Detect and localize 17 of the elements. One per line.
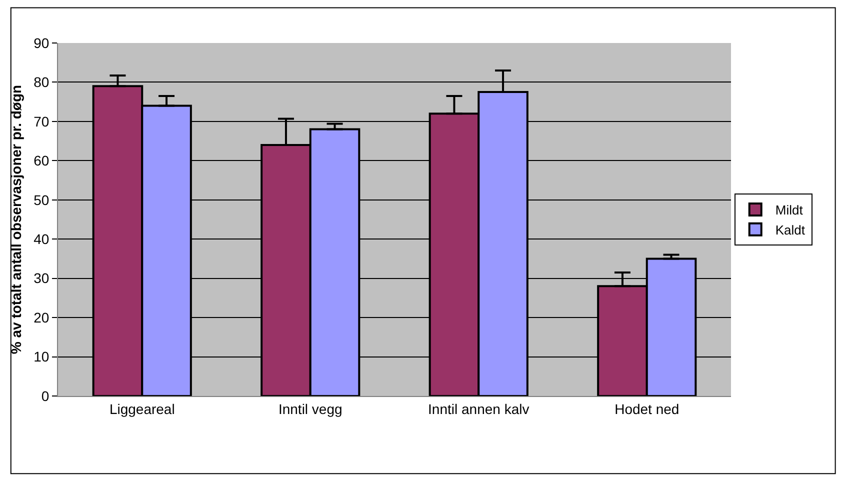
y-tick-label: 0 [41,388,50,404]
y-tick-label: 10 [34,348,50,365]
y-tick-label: 60 [34,152,50,169]
y-tick-label: 90 [34,34,50,51]
y-tick-label: 70 [34,113,50,130]
x-tick-label: Inntil vegg [278,400,342,417]
y-tick-label: 50 [34,192,50,208]
y-tick-label: 30 [34,270,50,286]
legend-label: Kaldt [775,222,806,238]
y-tick-label: 40 [34,231,50,248]
y-tick-label: 80 [34,74,50,90]
y-tick-label: 20 [34,309,50,326]
x-tick-label: Hodet ned [614,400,680,417]
y-axis-title: % av totalt antall observasjoner pr. døgn [8,84,24,354]
x-tick-label: Liggeareal [109,400,175,417]
x-tick-label: Inntil annen kalv [428,400,530,417]
legend-label: Mildt [775,202,804,218]
